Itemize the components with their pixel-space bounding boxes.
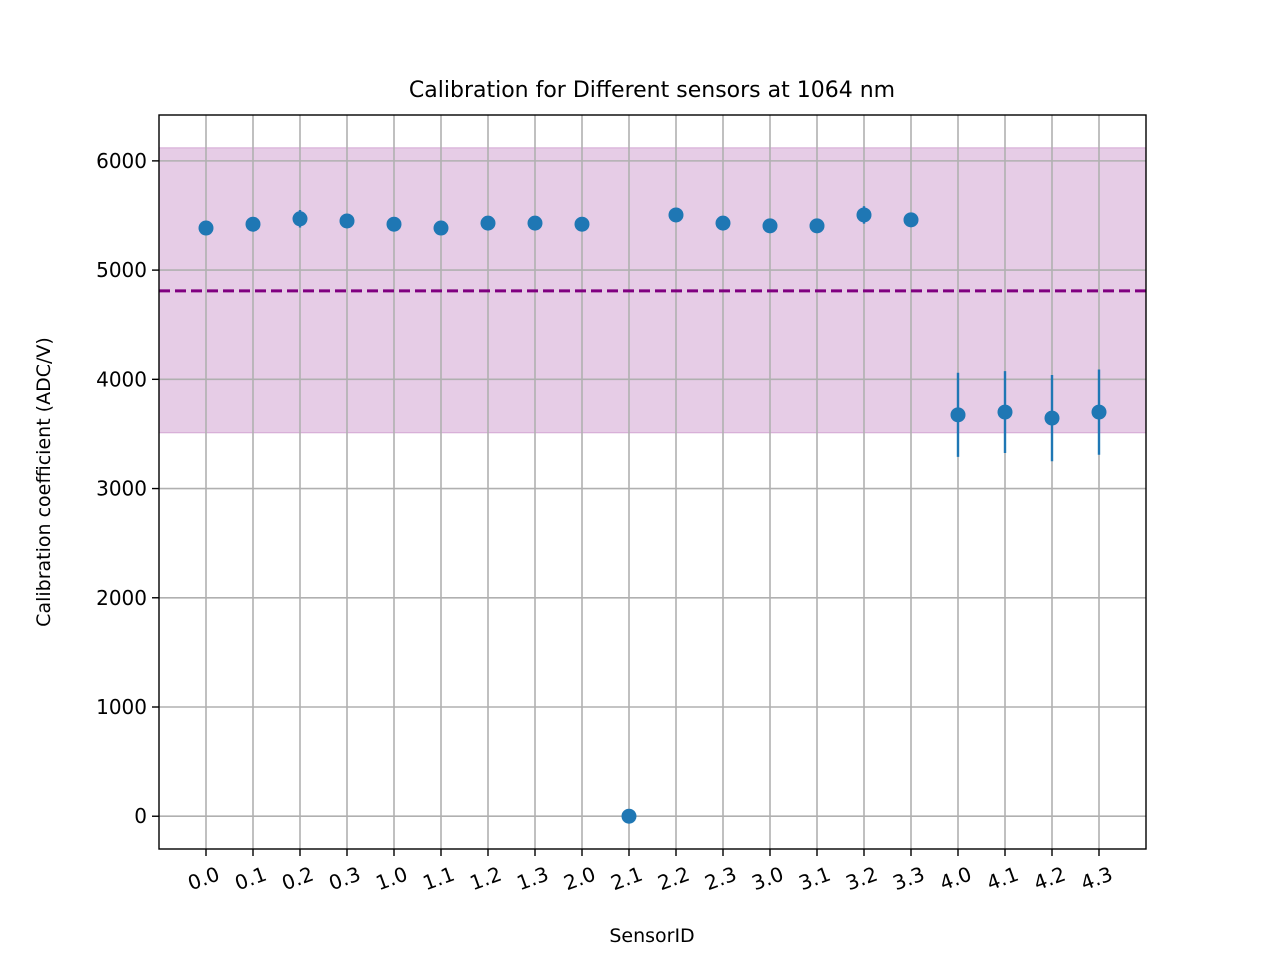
data-point [386, 216, 402, 232]
data-point [292, 211, 308, 227]
data-point [762, 218, 778, 234]
plot-frame [158, 114, 1147, 850]
data-point [1044, 410, 1060, 426]
y-tick-label: 1000 [96, 695, 147, 719]
x-tick-label: 1.1 [420, 862, 458, 895]
x-tick-label: 3.1 [796, 862, 834, 895]
y-tick-label: 2000 [96, 586, 147, 610]
chart-title: Calibration for Different sensors at 106… [409, 78, 895, 103]
x-tick-label: 0.1 [232, 862, 270, 895]
x-tick-label: 3.3 [890, 862, 928, 895]
x-tick-label: 2.1 [608, 862, 646, 895]
data-point [339, 213, 355, 229]
x-tick-label: 2.2 [655, 862, 693, 895]
x-tick-label: 4.2 [1031, 862, 1069, 895]
x-axis-label: SensorID [609, 925, 694, 947]
grid-layer [159, 115, 1146, 849]
x-tick-label: 4.1 [984, 862, 1022, 895]
data-points-layer [198, 206, 1107, 824]
y-axis-ticks: 0 1000 2000 3000 4000 5000 6000 [96, 149, 159, 828]
data-point [198, 220, 214, 236]
x-tick-label: 0.3 [326, 862, 364, 895]
data-point [245, 216, 261, 232]
data-point [527, 215, 543, 231]
x-tick-label: 3.2 [843, 862, 881, 895]
y-tick-label: 3000 [96, 477, 147, 501]
data-point [997, 404, 1013, 420]
y-axis-label: Calibration coefficient (ADC/V) [33, 337, 55, 627]
x-tick-label: 1.0 [373, 862, 411, 895]
x-tick-label: 3.0 [749, 862, 787, 895]
x-tick-label: 4.3 [1078, 862, 1116, 895]
data-point [480, 215, 496, 231]
data-point [621, 808, 637, 824]
x-tick-label: 2.3 [702, 862, 740, 895]
y-tick-label: 6000 [96, 149, 147, 173]
data-point [1091, 404, 1107, 420]
data-point [856, 207, 872, 223]
x-tick-label: 0.0 [185, 862, 223, 895]
y-tick-label: 4000 [96, 367, 147, 391]
data-point [668, 207, 684, 223]
x-tick-label: 4.0 [937, 862, 975, 895]
data-point [903, 212, 919, 228]
x-axis-ticks: 0.0 0.1 0.2 0.3 1.0 1.1 1.2 1.3 2.0 2.1 2.2 2.3 3.0 3… [185, 849, 1116, 895]
data-point [809, 218, 825, 234]
data-point [433, 220, 449, 236]
y-tick-label: 0 [134, 804, 147, 828]
x-tick-label: 1.2 [467, 862, 505, 895]
x-tick-label: 1.3 [514, 862, 552, 895]
data-point [715, 215, 731, 231]
x-tick-label: 0.2 [279, 862, 317, 895]
data-point [950, 407, 966, 423]
y-tick-label: 5000 [96, 258, 147, 282]
data-point [574, 216, 590, 232]
x-tick-label: 2.0 [561, 862, 599, 895]
